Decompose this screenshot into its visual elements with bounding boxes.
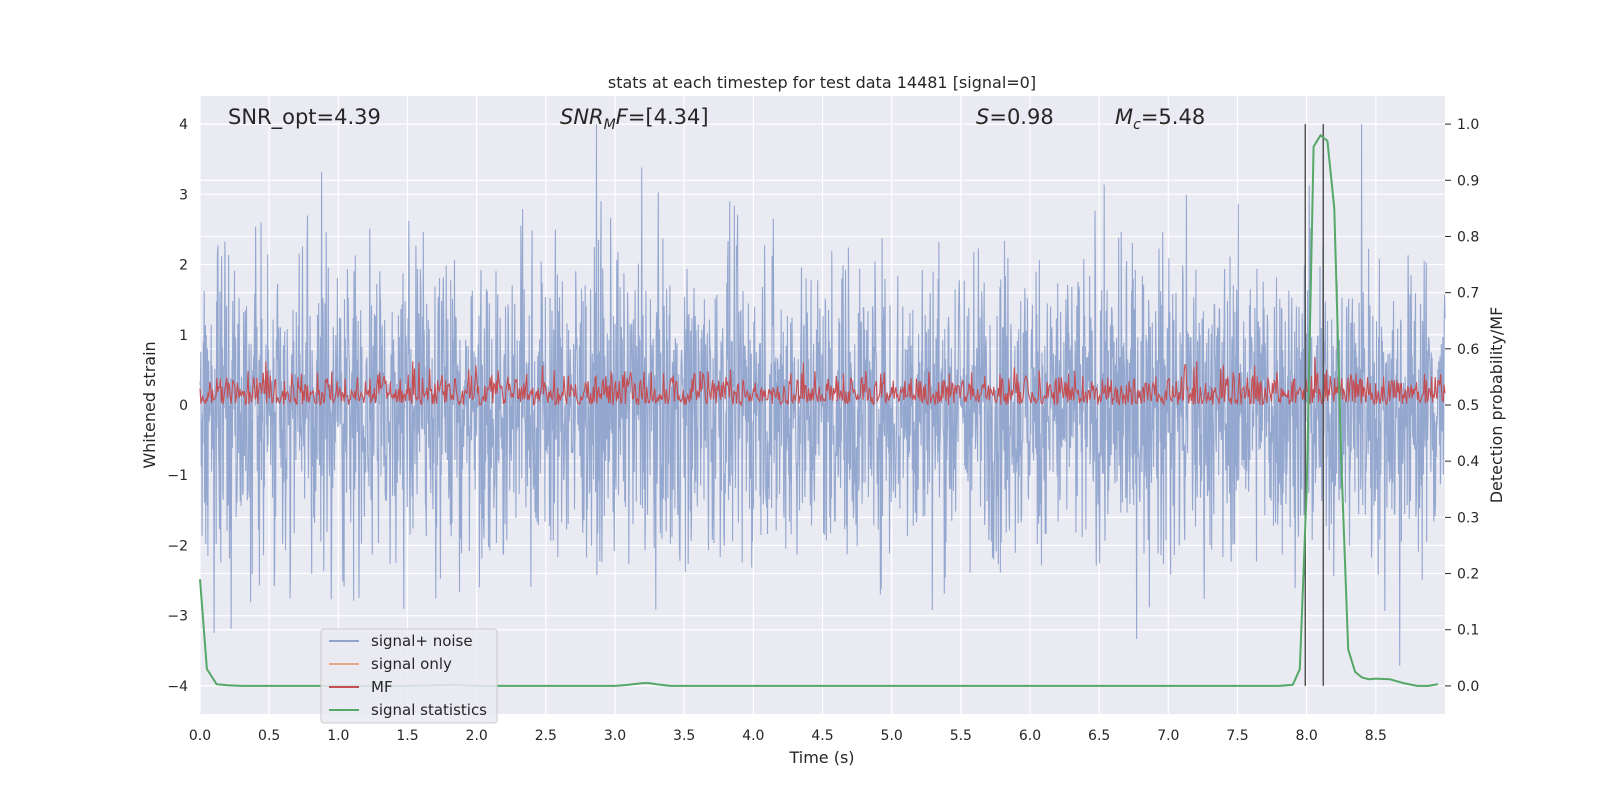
x-tick-label: 3.0: [604, 728, 626, 744]
y-right-tick-label: 0.3: [1457, 510, 1479, 526]
x-tick-label: 6.5: [1088, 728, 1110, 744]
y-right-tick-label: 1.0: [1457, 117, 1479, 133]
x-tick-label: 5.0: [881, 728, 903, 744]
axes-layer: 0.0 0.5 1.0 1.5 2.0 2.5 3.0 3.5 4.0 4.5 5.0 5.5 6.0 6…: [167, 117, 1479, 744]
x-tick-label: 1.5: [396, 728, 418, 744]
legend-label-signal-statistics: signal statistics: [371, 701, 487, 719]
y-left-tick-label: −4: [167, 679, 188, 695]
x-tick-label: 8.0: [1296, 728, 1318, 744]
annotation-s-value: =0.98: [989, 105, 1053, 129]
y-axis-left-label: Whitened strain: [140, 341, 159, 468]
x-tick-label: 2.5: [535, 728, 557, 744]
annotation-snr-opt: SNR_opt=4.39: [228, 105, 381, 130]
y-right-tick-label: 0.9: [1457, 173, 1479, 189]
y-left-tick-label: 0: [179, 398, 188, 414]
x-tick-label: 5.5: [950, 728, 972, 744]
x-tick-label: 4.5: [811, 728, 833, 744]
y-left-tick-label: −2: [167, 538, 188, 554]
x-tick-label: 7.5: [1226, 728, 1248, 744]
y-right-tick-label: 0.8: [1457, 229, 1479, 245]
y-right-tick-label: 0.6: [1457, 342, 1479, 358]
legend: signal+ noise signal only MF signal stat…: [320, 628, 498, 724]
x-tick-label: 6.0: [1019, 728, 1041, 744]
legend-entry-signal-only: signal only: [329, 655, 452, 673]
y-right-tick-label: 0.4: [1457, 454, 1479, 470]
legend-label-signal-only: signal only: [371, 655, 452, 673]
x-tick-label: 0.0: [189, 728, 211, 744]
legend-box: [320, 628, 498, 724]
y-right-tick-label: 0.5: [1457, 398, 1479, 414]
x-tick-label: 2.0: [466, 728, 488, 744]
annotation-snr-mf: SNRMF=[4.34]: [560, 105, 709, 133]
y-right-tick-label: 0.0: [1457, 679, 1479, 695]
legend-label-signal-noise: signal+ noise: [371, 632, 473, 650]
y-left-tick-label: −3: [167, 609, 188, 625]
annotation-mc-value: =5.48: [1141, 105, 1205, 129]
x-tick-label: 4.0: [742, 728, 764, 744]
y-left-tick-label: 2: [179, 258, 188, 274]
chart-title: stats at each timestep for test data 144…: [608, 73, 1036, 92]
x-tick-label: 0.5: [258, 728, 280, 744]
y-left-tick-label: 1: [179, 328, 188, 344]
x-tick-label: 1.0: [327, 728, 349, 744]
y-left-tick-label: −1: [167, 468, 188, 484]
x-tick-label: 3.5: [673, 728, 695, 744]
y-right-tick-label: 0.2: [1457, 567, 1479, 583]
legend-entry-signal-statistics: signal statistics: [329, 701, 487, 719]
series-mf: [199, 357, 1446, 408]
annotation-s: S=0.98: [976, 105, 1054, 129]
legend-label-mf: MF: [371, 678, 393, 696]
y-right-tick-label: 0.7: [1457, 286, 1479, 302]
legend-entry-mf: MF: [329, 678, 393, 696]
x-axis-label: Time (s): [788, 748, 854, 767]
y-left-tick-label: 3: [179, 187, 188, 203]
y-left-tick-label: 4: [179, 117, 188, 133]
y-axis-right-label: Detection probability/MF: [1487, 307, 1506, 504]
x-tick-label: 8.5: [1365, 728, 1387, 744]
legend-entry-signal-noise: signal+ noise: [329, 632, 473, 650]
x-tick-label: 7.0: [1157, 728, 1179, 744]
annotation-mc: Mc=5.48: [1115, 105, 1205, 133]
annotation-snr-mf-value: =[4.34]: [628, 105, 709, 129]
y-right-tick-label: 0.1: [1457, 623, 1479, 639]
